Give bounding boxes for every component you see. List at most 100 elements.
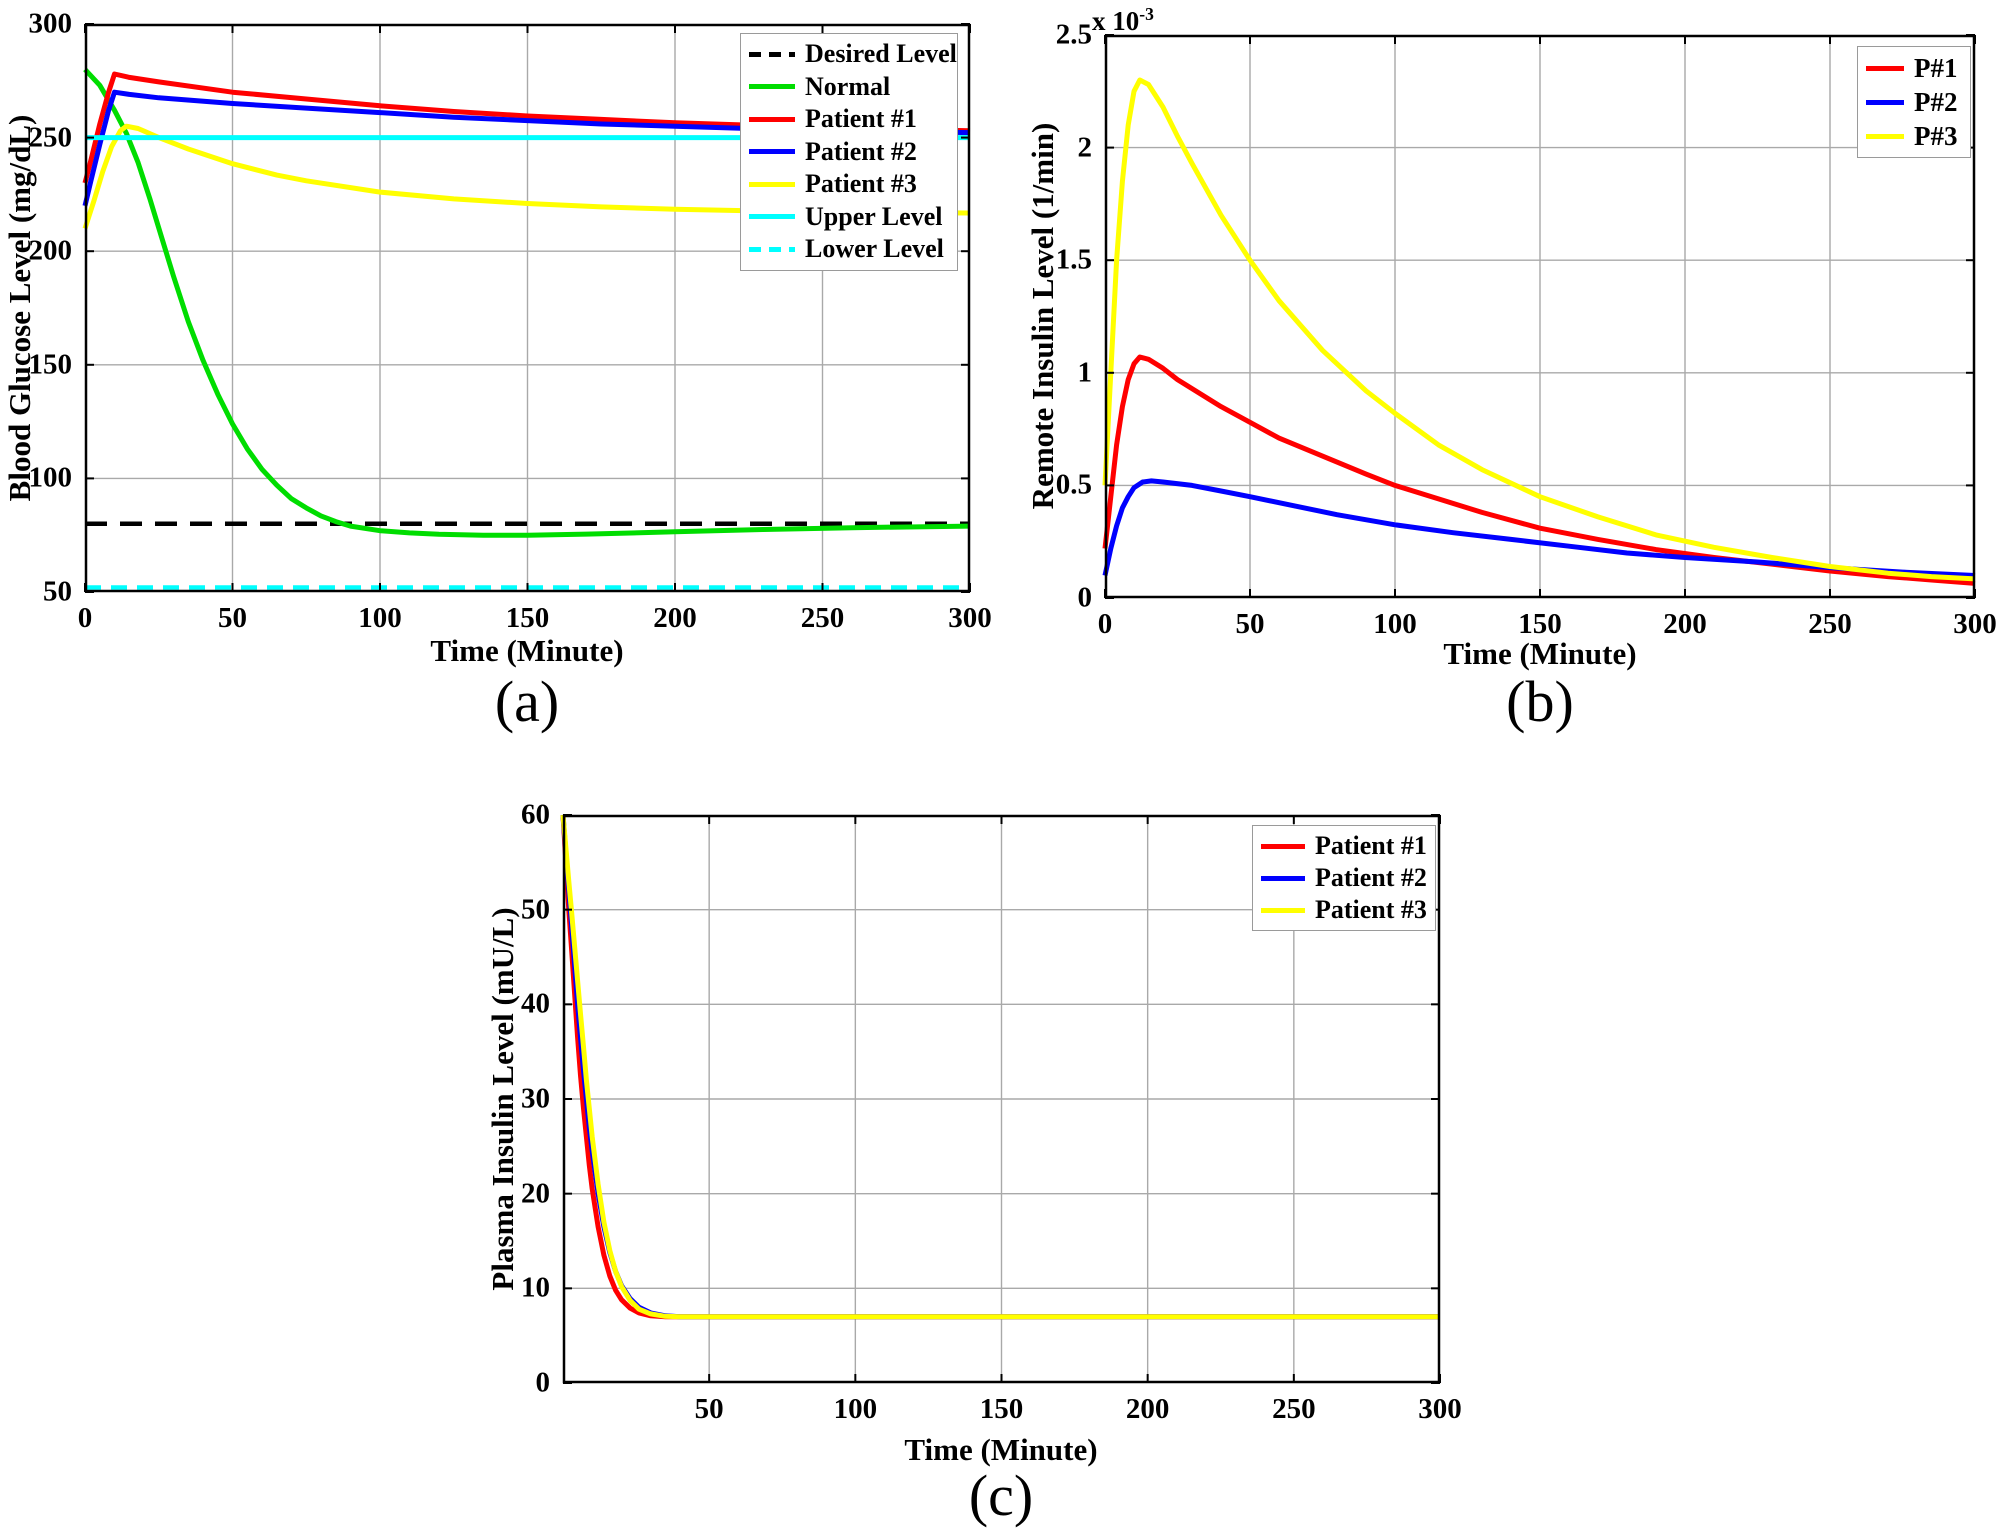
legend-item: Patient #1 xyxy=(749,103,949,136)
series-line-p-2 xyxy=(1102,478,1976,578)
chart-a-x-axis-label: Time (Minute) xyxy=(430,633,624,668)
legend-line-sample xyxy=(1866,65,1904,71)
chart-c-y-axis-label: Plasma Insulin Level (mU/L) xyxy=(485,907,520,1291)
legend-item: Patient #3 xyxy=(1261,894,1427,926)
chart-b-y-tick-label: 1 xyxy=(1077,356,1093,389)
series-line-normal xyxy=(83,67,971,538)
chart-a-plot-area: Desired Level Normal Patient #1 Patient #2 P… xyxy=(82,23,971,593)
axes-border xyxy=(84,23,971,593)
chart-c-x-tick-label: 200 xyxy=(1125,1393,1170,1425)
legend-label: P#1 xyxy=(1914,52,1958,83)
chart-b-x-tick-label: 0 xyxy=(1097,608,1113,640)
chart-c-legend: Patient #1 Patient #2 Patient #3 xyxy=(1252,825,1436,931)
chart-b-canvas xyxy=(1102,34,1976,599)
chart-c-y-tick-label: 60 xyxy=(521,798,550,831)
legend-label: Patient #3 xyxy=(1315,895,1427,924)
legend-line-sample xyxy=(1866,99,1904,105)
legend-label: Patient #2 xyxy=(1315,863,1427,892)
chart-c-x-axis-label: Time (Minute) xyxy=(904,1432,1098,1467)
caption-c: (c) xyxy=(968,1463,1034,1528)
chart-a-y-tick-label: 100 xyxy=(28,461,73,494)
chart-b-y-axis-scale-label: x 10-3 xyxy=(1092,4,1154,37)
series-line-patient-3 xyxy=(82,123,971,230)
axes-border xyxy=(1104,34,1976,599)
chart-b-x-tick-label: 250 xyxy=(1808,608,1852,640)
legend-item: Upper Level xyxy=(749,201,949,234)
chart-c-x-tick-label: 100 xyxy=(833,1393,878,1425)
series-line-patient-3 xyxy=(560,814,1440,1320)
legend-item: Patient #2 xyxy=(1261,862,1427,894)
legend-label: Desired Level xyxy=(805,39,957,69)
chart-b-x-tick-label: 200 xyxy=(1663,608,1707,640)
legend-label: Lower Level xyxy=(805,234,944,264)
chart-b-x-tick-label: 50 xyxy=(1235,608,1265,640)
chart-c-y-tick-label: 50 xyxy=(521,893,550,926)
chart-a-y-tick-label: 150 xyxy=(28,348,73,381)
legend-line-sample xyxy=(749,246,795,252)
chart-a-x-tick-label: 50 xyxy=(218,602,247,634)
legend-item: Lower Level xyxy=(749,233,949,266)
chart-a-x-tick-label: 100 xyxy=(358,602,402,634)
chart-c-y-tick-label: 30 xyxy=(521,1082,550,1115)
y-scale-base: x 10 xyxy=(1092,6,1140,36)
legend-line-sample xyxy=(1866,133,1904,139)
legend-label: Upper Level xyxy=(805,201,943,231)
legend-label: Patient #1 xyxy=(1315,831,1427,860)
chart-c-x-tick-label: 50 xyxy=(694,1393,724,1425)
legend-line-sample xyxy=(1261,843,1305,849)
legend-item: Patient #1 xyxy=(1261,830,1427,862)
chart-c-y-tick-label: 40 xyxy=(521,987,550,1020)
legend-label: Normal xyxy=(805,71,891,101)
legend-line-sample xyxy=(749,181,795,187)
chart-b-plot-area: P#1 P#2 P#3 xyxy=(1102,34,1976,599)
legend-item: Normal xyxy=(749,71,949,104)
chart-a-x-tick-label: 0 xyxy=(77,602,93,634)
legend-label: P#2 xyxy=(1914,86,1958,117)
chart-b-y-tick-label: 0 xyxy=(1077,581,1093,614)
chart-a-x-tick-label: 150 xyxy=(505,602,550,634)
chart-a-y-axis-label: Blood Glucose Level (mg/dL) xyxy=(2,114,37,502)
chart-c-x-tick-label: 250 xyxy=(1272,1393,1316,1425)
chart-a-x-tick-label: 200 xyxy=(653,602,697,634)
legend-line-sample xyxy=(749,51,795,57)
chart-b-x-tick-label: 100 xyxy=(1373,608,1417,640)
legend-item: P#2 xyxy=(1866,85,1962,119)
chart-c-y-tick-label: 0 xyxy=(535,1366,551,1399)
legend-line-sample xyxy=(749,149,795,155)
chart-b-legend: P#1 P#2 P#3 xyxy=(1857,46,1971,158)
chart-c-y-tick-label: 20 xyxy=(521,1177,550,1210)
legend-item: Patient #2 xyxy=(749,136,949,169)
chart-c-y-tick-label: 10 xyxy=(521,1271,550,1304)
series-line-p-3 xyxy=(1102,77,1976,582)
chart-b-x-tick-label: 150 xyxy=(1518,608,1562,640)
axes-border xyxy=(562,814,1441,1384)
chart-c-x-tick-label: 300 xyxy=(1418,1393,1462,1425)
chart-a-legend: Desired Level Normal Patient #1 Patient #2 P… xyxy=(740,33,958,271)
chart-b-y-axis-label: Remote Insulin Level (1/min) xyxy=(1025,122,1060,510)
chart-c-plot-area: Patient #1 Patient #2 Patient #3 xyxy=(560,814,1441,1384)
chart-a-y-tick-label: 50 xyxy=(43,575,72,608)
chart-a-x-tick-label: 300 xyxy=(948,602,992,634)
chart-b-x-tick-label: 300 xyxy=(1953,608,1997,640)
chart-a-y-tick-label: 250 xyxy=(28,121,73,154)
legend-item: P#1 xyxy=(1866,51,1962,85)
legend-line-sample xyxy=(749,116,795,122)
legend-label: P#3 xyxy=(1914,120,1958,151)
legend-item: Patient #3 xyxy=(749,168,949,201)
chart-c-x-tick-label: 150 xyxy=(979,1393,1024,1425)
chart-a-x-tick-label: 250 xyxy=(800,602,845,634)
legend-line-sample xyxy=(749,214,795,220)
legend-line-sample xyxy=(1261,875,1305,881)
chart-b-y-tick-label: 2 xyxy=(1077,131,1093,164)
chart-a-y-tick-label: 200 xyxy=(28,234,73,267)
legend-item: P#3 xyxy=(1866,119,1962,153)
chart-b-y-tick-label: 2.5 xyxy=(1055,18,1092,51)
chart-b-y-tick-label: 0.5 xyxy=(1055,468,1092,501)
y-scale-exponent: -3 xyxy=(1139,4,1154,24)
legend-label: Patient #3 xyxy=(805,169,917,199)
chart-b-y-tick-label: 1.5 xyxy=(1055,243,1092,276)
chart-a-y-tick-label: 300 xyxy=(28,7,73,40)
caption-a: (a) xyxy=(494,669,560,734)
legend-label: Patient #2 xyxy=(805,136,917,166)
